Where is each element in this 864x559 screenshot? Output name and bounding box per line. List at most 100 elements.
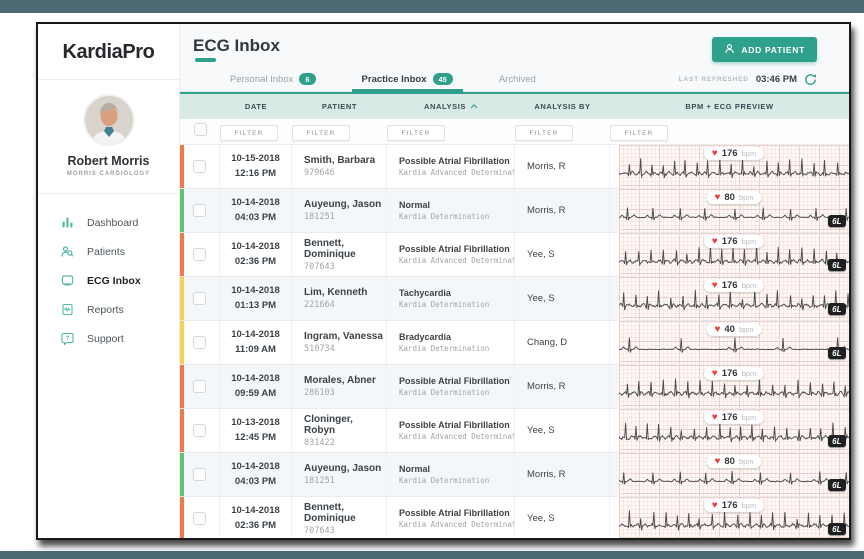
patient-name: Bennett, Dominique xyxy=(304,237,356,260)
ecg-preview-cell[interactable]: ♥ 176 bpm 6L xyxy=(610,497,849,538)
ecg-waveform xyxy=(619,378,849,400)
ecg-preview-cell[interactable]: ♥ 176 bpm 6L xyxy=(610,277,849,320)
severity-bar xyxy=(180,321,184,364)
patient-cell: Ingram, Vanessa 510734 xyxy=(292,321,387,364)
row-checkbox[interactable] xyxy=(193,468,206,481)
bpm-value: 176 xyxy=(721,412,738,423)
ecg-preview-cell[interactable]: ♥ 80 bpm 6L xyxy=(610,189,849,232)
date-cell: 10-14-2018 02:36 PM xyxy=(220,233,292,276)
tab-personal-inbox[interactable]: Personal Inbox 6 xyxy=(220,73,326,91)
ecg-strip: ♥ 80 bpm 6L xyxy=(619,453,849,496)
severity-bar xyxy=(180,277,184,320)
ecg-preview-cell[interactable]: ♥ 80 bpm 6L xyxy=(610,453,849,496)
patient-id: 286103 xyxy=(304,388,335,398)
refresh-icon[interactable] xyxy=(804,73,817,86)
filter-button-patient[interactable]: FILTER xyxy=(292,125,350,142)
bpm-unit-label: bpm xyxy=(738,193,754,202)
tab-practice-inbox[interactable]: Practice Inbox 45 xyxy=(351,73,464,92)
app-logo: KardiaPro xyxy=(38,24,179,80)
column-header-patient[interactable]: PATIENT xyxy=(321,102,358,111)
main-content: ECG Inbox ADD PATIENT Personal Inbox 6 P… xyxy=(180,24,849,538)
bpm-badge: ♥ 176 bpm xyxy=(703,411,765,424)
table-row: 10-14-2018 04:03 PM Auyeung, Jason 18125… xyxy=(180,453,849,497)
lead-6l-badge: 6L xyxy=(827,523,846,535)
recording-time: 01:13 PM xyxy=(234,299,277,311)
patient-id: 510734 xyxy=(304,344,335,354)
bpm-value: 176 xyxy=(721,368,738,379)
filter-button-date[interactable]: FILTER xyxy=(220,125,278,142)
row-checkbox[interactable] xyxy=(193,292,206,305)
column-header-analysis[interactable]: ANALYSIS xyxy=(387,102,515,111)
recording-time: 09:59 AM xyxy=(234,387,277,399)
lead-6l-badge: 6L xyxy=(827,303,846,315)
row-checkbox[interactable] xyxy=(193,160,206,173)
ecg-waveform xyxy=(619,245,849,267)
background-top-band xyxy=(0,0,864,13)
analysis-result: Normal xyxy=(399,199,431,210)
select-all-checkbox[interactable] xyxy=(193,122,207,136)
analyst-name: Morris, R xyxy=(527,469,566,480)
support-bubble-icon: ? xyxy=(60,332,74,345)
bpm-badge: ♥ 176 bpm xyxy=(703,367,765,380)
sidebar: KardiaPro Robert Morris MORRIS CARDIOLOG… xyxy=(38,24,180,538)
patient-name: Smith, Barbara xyxy=(304,155,376,166)
sidebar-item-ecg-inbox[interactable]: ECG Inbox xyxy=(38,266,179,295)
row-select-cell xyxy=(180,277,220,320)
analysis-source: Kardia Determination xyxy=(399,388,490,398)
row-checkbox[interactable] xyxy=(193,380,206,393)
sidebar-item-reports[interactable]: Reports xyxy=(38,295,179,324)
bpm-unit-label: bpm xyxy=(741,501,757,510)
sidebar-item-dashboard[interactable]: Dashboard xyxy=(38,208,179,237)
user-profile: Robert Morris MORRIS CARDIOLOGY xyxy=(38,80,179,194)
add-person-icon xyxy=(724,43,735,56)
recording-date: 10-14-2018 xyxy=(231,505,280,517)
patient-cell: Bennett, Dominique 707643 xyxy=(292,233,387,276)
recording-time: 04:03 PM xyxy=(234,475,277,487)
ecg-preview-cell[interactable]: ♥ 176 bpm xyxy=(610,145,849,188)
row-checkbox[interactable] xyxy=(193,248,206,261)
column-header-date[interactable]: DATE xyxy=(244,102,268,111)
date-cell: 10-15-2018 12:16 PM xyxy=(220,145,292,188)
add-patient-button[interactable]: ADD PATIENT xyxy=(712,37,817,62)
row-checkbox[interactable] xyxy=(193,204,206,217)
ecg-preview-cell[interactable]: ♥ 176 bpm 6L xyxy=(610,409,849,452)
date-cell: 10-14-2018 04:03 PM xyxy=(220,189,292,232)
tab-archived[interactable]: Archived xyxy=(498,74,536,85)
column-header-ecg-preview[interactable]: BPM + ECG PREVIEW xyxy=(685,102,774,111)
sidebar-item-label: Support xyxy=(87,332,124,345)
ecg-preview-cell[interactable]: ♥ 40 bpm 6L xyxy=(610,321,849,364)
ecg-preview-cell[interactable]: ♥ 176 bpm 6L xyxy=(610,233,849,276)
analysis-source: Kardia Advanced Determination xyxy=(399,520,514,530)
analysis-result: Normal xyxy=(399,463,431,474)
bpm-unit-label: bpm xyxy=(741,149,757,158)
bpm-value: 176 xyxy=(721,236,738,247)
row-checkbox[interactable] xyxy=(193,512,206,525)
row-checkbox[interactable] xyxy=(193,336,206,349)
row-checkbox[interactable] xyxy=(193,424,206,437)
filter-button-analysis[interactable]: FILTER xyxy=(387,125,445,142)
patient-name: Morales, Abner xyxy=(304,375,376,386)
last-refreshed: LAST REFRESHED 03:46 PM xyxy=(679,73,817,86)
sidebar-item-support[interactable]: ? Support xyxy=(38,324,179,353)
analysis-cell: Possible Atrial Fibrillation Kardia Adva… xyxy=(387,145,515,188)
bpm-unit-label: bpm xyxy=(741,413,757,422)
avatar-illustration xyxy=(84,96,133,144)
analysis-source: Kardia Determination xyxy=(399,300,490,310)
table-row: 10-14-2018 04:03 PM Auyeung, Jason 18125… xyxy=(180,189,849,233)
filter-button-ecg[interactable]: FILTER xyxy=(610,125,668,142)
analysis-result: Possible Atrial Fibrillation xyxy=(399,243,510,254)
patient-name: Auyeung, Jason xyxy=(304,199,382,210)
page-title: ECG Inbox xyxy=(193,36,280,55)
analysis-by-cell: Chang, D xyxy=(515,321,610,364)
column-header-analysis-by[interactable]: ANALYSIS BY xyxy=(534,102,591,111)
bpm-unit-label: bpm xyxy=(741,237,757,246)
date-cell: 10-14-2018 04:03 PM xyxy=(220,453,292,496)
analyst-name: Yee, S xyxy=(527,249,555,260)
sidebar-item-patients[interactable]: Patients xyxy=(38,237,179,266)
severity-bar xyxy=(180,189,184,232)
filter-button-analysis-by[interactable]: FILTER xyxy=(515,125,573,142)
recording-date: 10-14-2018 xyxy=(231,373,280,385)
heart-icon: ♥ xyxy=(711,367,718,379)
severity-bar xyxy=(180,497,184,538)
ecg-preview-cell[interactable]: ♥ 176 bpm xyxy=(610,365,849,408)
